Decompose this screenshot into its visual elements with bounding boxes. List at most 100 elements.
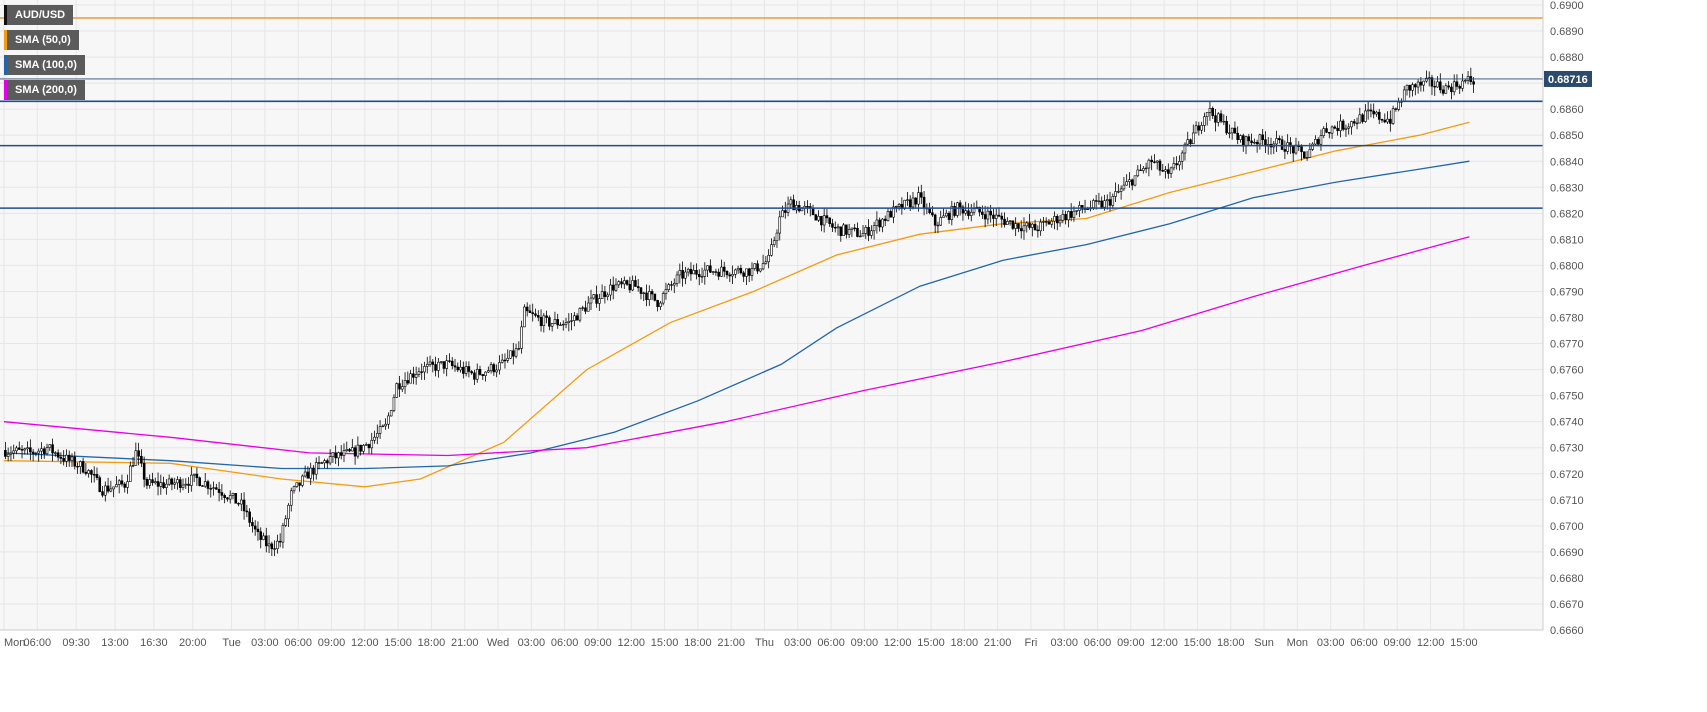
candle xyxy=(159,474,163,495)
candle-body xyxy=(636,286,640,289)
candle-body xyxy=(1350,121,1353,128)
candle xyxy=(23,447,27,455)
candle-body xyxy=(253,525,257,530)
candle-body xyxy=(881,218,884,228)
legend-item-sma50[interactable]: SMA (50,0) xyxy=(4,30,79,50)
candle-body xyxy=(34,452,38,455)
candle xyxy=(12,444,16,459)
candle-body xyxy=(245,510,249,513)
candle xyxy=(339,445,343,460)
candle-body xyxy=(1458,86,1462,89)
candle xyxy=(1391,105,1395,125)
candle-body xyxy=(545,315,548,318)
candle xyxy=(1080,204,1084,214)
candle-body xyxy=(967,210,970,216)
candle-body xyxy=(1383,119,1387,123)
legend-item-symbol[interactable]: AUD/USD xyxy=(4,5,74,25)
candle-body xyxy=(753,263,757,269)
candle-body xyxy=(1036,229,1040,232)
candle-body xyxy=(1414,84,1417,88)
candle-body xyxy=(1136,169,1140,177)
candle-body xyxy=(206,481,210,489)
candle-body xyxy=(1333,126,1337,129)
x-tick-label: 09:00 xyxy=(1384,637,1412,649)
candle-body xyxy=(1025,222,1029,227)
candle-body xyxy=(351,447,354,452)
candle-body xyxy=(1011,220,1015,229)
candle xyxy=(711,270,715,275)
candle xyxy=(692,264,695,275)
candle xyxy=(648,285,651,306)
candle-body xyxy=(542,315,546,326)
candle-body xyxy=(520,326,523,349)
candle xyxy=(73,451,77,470)
candle-body xyxy=(445,360,448,369)
candle-body xyxy=(728,274,732,277)
candle-body xyxy=(487,370,490,373)
candle-body xyxy=(62,458,65,462)
candle-body xyxy=(140,455,143,464)
candle-body xyxy=(1128,179,1131,182)
legend-label: SMA (50,0) xyxy=(7,30,79,50)
legend-item-sma100[interactable]: SMA (100,0) xyxy=(4,55,85,75)
candle-body xyxy=(1386,118,1389,123)
candle-body xyxy=(598,298,601,304)
candle-body xyxy=(162,482,165,488)
x-tick-label: 03:00 xyxy=(1317,637,1345,649)
candle xyxy=(95,467,99,481)
candle-body xyxy=(1153,161,1156,163)
legend-swatch xyxy=(4,5,7,25)
candle xyxy=(1228,124,1231,139)
candle-body xyxy=(614,284,618,291)
candle-body xyxy=(1463,80,1467,82)
candle-body xyxy=(528,310,532,313)
candle xyxy=(1178,155,1181,171)
candle xyxy=(870,225,873,239)
candle-body xyxy=(781,210,784,218)
candle-body xyxy=(131,464,135,467)
candle-body xyxy=(1336,127,1339,132)
candle-body xyxy=(1006,221,1009,225)
candle xyxy=(578,307,582,323)
candle-body xyxy=(870,230,873,236)
x-tick-label: 09:00 xyxy=(584,637,612,649)
candle-body xyxy=(1461,80,1464,89)
candle-body xyxy=(1092,200,1095,208)
candle xyxy=(745,268,748,285)
candle-body xyxy=(1019,228,1023,232)
candle-body xyxy=(936,224,940,227)
candle xyxy=(115,476,118,488)
y-tick-label: 0.6760 xyxy=(1550,365,1584,377)
candle xyxy=(1142,165,1145,174)
candle xyxy=(1056,214,1059,231)
candle-body xyxy=(642,292,646,294)
candle xyxy=(1344,124,1348,137)
candle xyxy=(328,449,332,466)
candle xyxy=(54,451,57,457)
candle xyxy=(1222,114,1226,126)
candle xyxy=(1250,133,1253,146)
candle xyxy=(359,444,362,456)
candle-body xyxy=(348,449,351,452)
candle-body xyxy=(858,235,862,238)
candle-body xyxy=(784,210,787,213)
candle xyxy=(570,312,573,331)
candle xyxy=(223,493,226,504)
candle-body xyxy=(20,449,24,451)
candle-body xyxy=(1436,81,1439,88)
candle xyxy=(920,184,923,204)
candle-body xyxy=(531,312,535,315)
candle-body xyxy=(1053,216,1056,222)
candle-body xyxy=(559,324,562,326)
candle-body xyxy=(240,499,243,505)
candle xyxy=(56,449,60,462)
legend-item-sma200[interactable]: SMA (200,0) xyxy=(4,80,85,100)
candle xyxy=(861,224,865,237)
candle-body xyxy=(506,357,510,361)
candle-body xyxy=(1044,221,1048,223)
candle-body xyxy=(789,199,793,205)
candle xyxy=(1158,159,1162,176)
candle-body xyxy=(417,371,421,375)
legend-swatch xyxy=(4,30,7,50)
